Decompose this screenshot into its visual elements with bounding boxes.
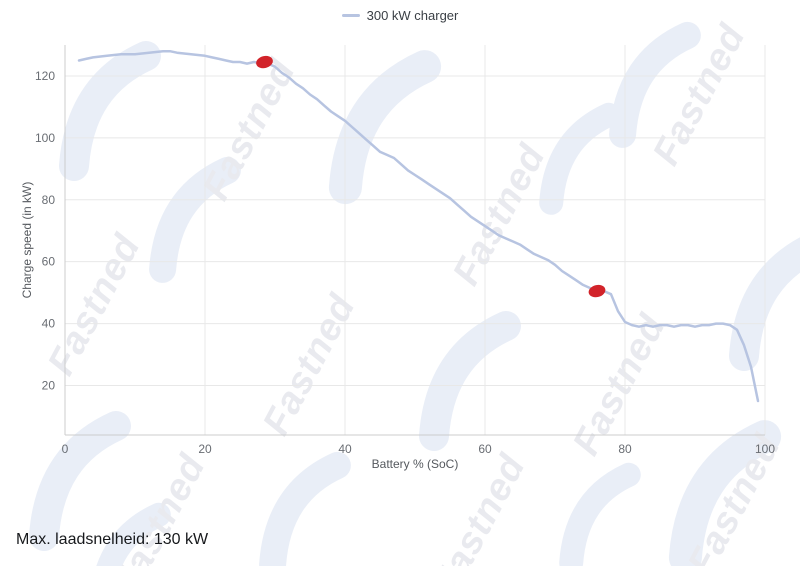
y-axis-label: Charge speed (in kW) [20,181,34,299]
y-tick-label: 60 [42,255,56,269]
x-axis-label: Battery % (SoC) [371,457,459,471]
x-tick-label: 0 [62,442,69,456]
charge-speed-line [77,49,760,403]
max-charge-speed-caption: Max. laadsnelheid: 130 kW [16,531,209,548]
legend-line-swatch [341,14,360,17]
legend-label: 300 kW charger [366,8,459,23]
x-tick-label: 80 [618,442,632,456]
x-tick-label: 60 [478,442,492,456]
chart-legend[interactable]: 300 kW charger [0,8,800,23]
y-tick-label: 40 [42,317,56,331]
x-tick-label: 100 [755,442,775,456]
x-tick-label: 20 [198,442,212,456]
x-tick-label: 40 [338,442,352,456]
highlight-marker [588,284,606,298]
y-tick-label: 120 [35,69,55,83]
charging-curve-chart: 0 20 40 60 80 100 20 40 60 80 100 120 [35,45,775,456]
y-tick-label: 20 [42,378,56,392]
y-tick-label: 100 [35,131,55,145]
highlight-marker [256,55,273,69]
y-tick-label: 80 [42,193,56,207]
